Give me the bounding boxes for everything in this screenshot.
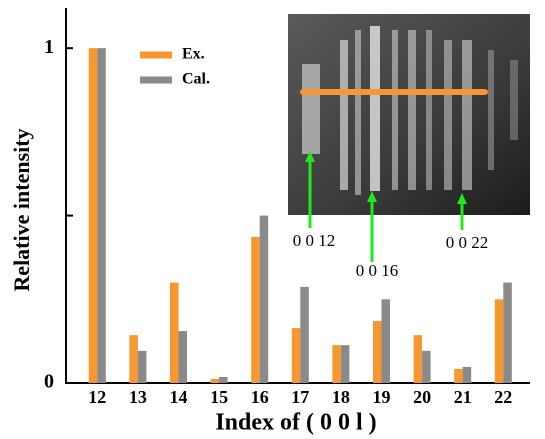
x-tick-label: 12 [88,387,106,407]
x-tick-label: 22 [494,387,512,407]
annotation: 0 0 16 [356,261,399,280]
bar [210,378,220,383]
y-tick-label: 1 [44,36,54,58]
bar [373,321,382,383]
y-axis-label: Relative intensity [9,128,34,291]
x-tick-label: 17 [291,387,309,407]
bar [300,286,309,383]
bar [462,366,472,383]
bar [219,376,228,383]
bar [259,215,269,383]
bar [332,345,341,383]
bar [88,48,98,384]
arrows [305,151,467,262]
x-tick-label: 15 [210,387,228,407]
legend-label: Cal. [182,71,210,88]
bar [97,48,106,384]
legend-label: Ex. [182,46,205,63]
bar [454,368,463,383]
x-tick-label: 16 [251,387,269,407]
bar [137,350,147,383]
annotation: 0 0 12 [293,231,336,250]
bar [381,299,390,383]
bar [291,328,301,383]
y-tick-label: 0 [44,371,54,393]
x-tick-label: 21 [454,387,472,407]
bar [170,282,179,383]
x-tick-label: 18 [332,387,350,407]
inset-image [288,14,530,215]
bar [129,335,138,383]
annotation: 0 0 22 [446,233,489,252]
bar [494,299,504,383]
bar [413,335,423,383]
x-tick-label: 20 [413,387,431,407]
x-tick-label: 13 [129,387,147,407]
bar [178,331,187,383]
bar [503,282,512,383]
bar [340,345,350,383]
bar [422,350,431,383]
bar [251,237,260,383]
x-tick-label: 19 [373,387,391,407]
x-axis-label: Index of ( 0 0 l ) [215,410,376,436]
x-tick-label: 14 [170,387,188,407]
